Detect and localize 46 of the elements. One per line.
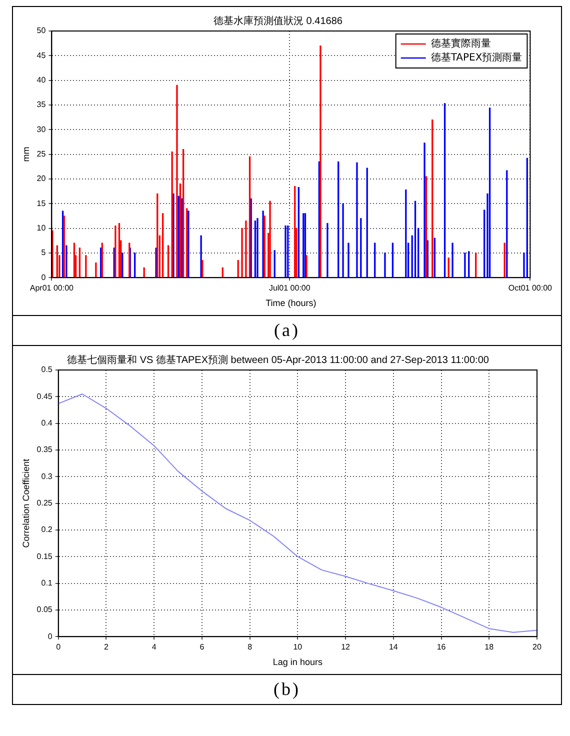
y-tick-label: 0.1 <box>41 578 53 588</box>
y-axis-title: mm <box>20 146 31 162</box>
x-axis-title: Lag in hours <box>272 657 323 668</box>
x-tick-label: 0 <box>56 642 62 652</box>
chart-title: 德基水庫預測值狀況 0.41686 <box>214 14 343 27</box>
y-tick-label: 0 <box>48 632 53 641</box>
y-tick-label: 0.15 <box>36 552 53 561</box>
y-tick-label: 0.2 <box>41 525 53 534</box>
x-tick-label: Oct01 00:00 <box>508 284 553 293</box>
y-tick-label: 0.05 <box>36 605 53 614</box>
x-tick-label: 20 <box>532 642 542 652</box>
x-tick-label: 2 <box>104 642 110 652</box>
y-tick-label: 35 <box>36 100 46 110</box>
text: (a) <box>13 316 561 346</box>
legend-label: 德基TAPEX預測雨量 <box>430 52 522 64</box>
y-tick-label: 0 <box>41 272 46 282</box>
y-tick-label: 0.35 <box>36 445 53 454</box>
x-tick-label: 12 <box>341 642 351 652</box>
x-tick-label: 10 <box>293 642 303 652</box>
text: (b) <box>272 678 302 701</box>
y-tick-label: 40 <box>36 76 46 85</box>
y-tick-label: 10 <box>36 223 46 232</box>
y-tick-label: 45 <box>36 50 46 60</box>
y-tick-label: 0.5 <box>41 365 53 374</box>
x-tick-label: 8 <box>248 642 253 652</box>
chart-title: 德基七個雨量和 VS 德基TAPEX預測 between 05-Apr-2013 11:00:00 and 27-Sep-2013 11:00:00 <box>67 354 490 366</box>
y-tick-label: 30 <box>36 124 46 134</box>
x-tick-label: 6 <box>200 642 205 652</box>
y-tick-label: 50 <box>36 26 46 36</box>
x-tick-label: Jul01 00:00 <box>268 284 311 293</box>
y-tick-label: 20 <box>36 174 46 184</box>
x-tick-label: 18 <box>484 642 494 652</box>
x-axis-title: Time (hours) <box>266 298 316 308</box>
y-tick-label: 0.4 <box>41 418 53 428</box>
y-tick-label: 0.25 <box>36 498 53 508</box>
y-tick-label: 5 <box>41 248 46 258</box>
x-tick-label: 16 <box>436 642 446 652</box>
y-tick-label: 25 <box>36 150 46 159</box>
legend-label: 德基實際雨量 <box>430 38 491 50</box>
x-tick-label: 4 <box>152 642 157 652</box>
x-tick-label: Apr01 00:00 <box>30 284 74 293</box>
y-tick-label: 0.3 <box>41 472 53 481</box>
x-tick-label: 14 <box>388 642 398 652</box>
y-tick-label: 0.45 <box>36 392 53 401</box>
y-tick-label: 15 <box>36 198 46 208</box>
y-axis-title: Correlation Coefficient <box>20 458 31 548</box>
